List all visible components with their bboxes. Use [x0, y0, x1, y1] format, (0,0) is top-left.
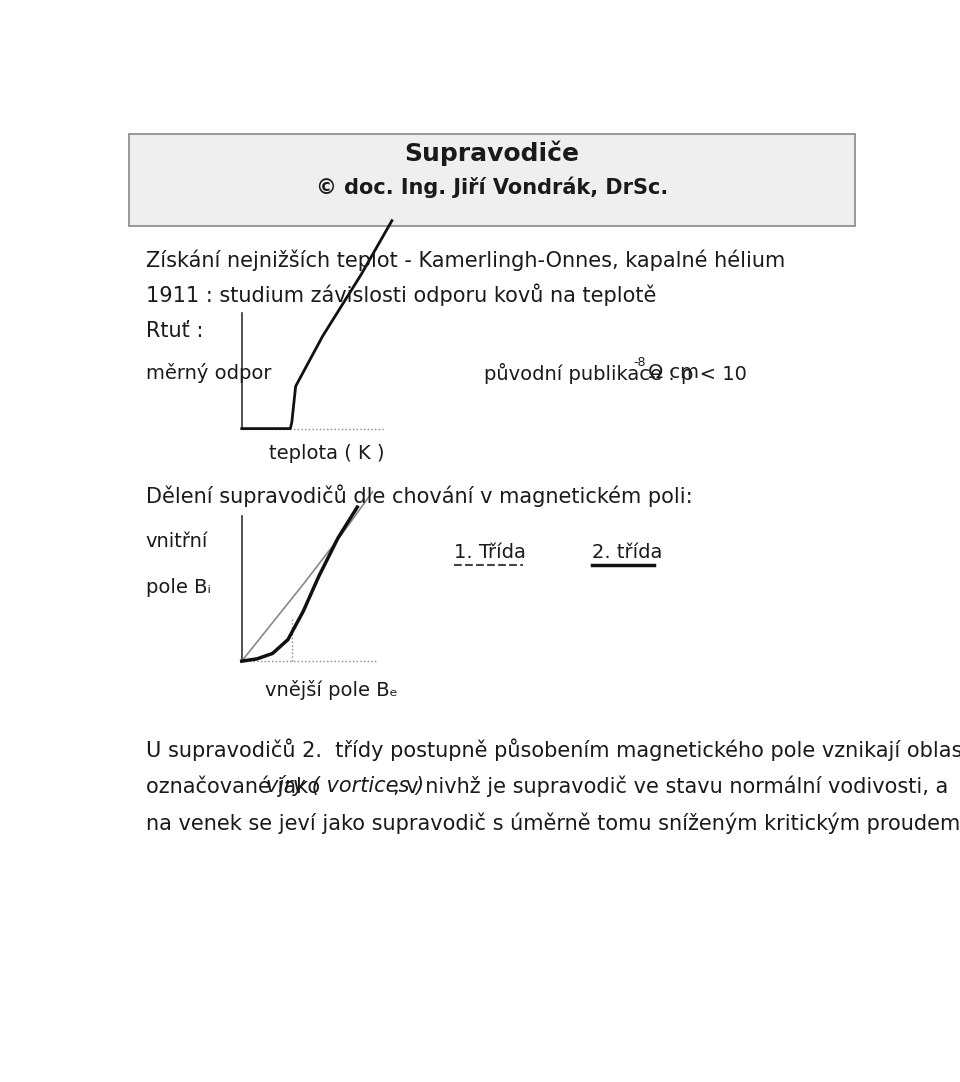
- Text: původní publikace : ρ < 10: původní publikace : ρ < 10: [484, 364, 747, 384]
- Text: označované jako: označované jako: [146, 775, 326, 796]
- Text: vnější pole Bₑ: vnější pole Bₑ: [265, 681, 397, 700]
- Text: Dělení supravodičů dle chování v magnetickém poli:: Dělení supravodičů dle chování v magneti…: [146, 484, 692, 506]
- Text: Získání nejnižších teplot - Kamerlingh-Onnes, kapalné hélium: Získání nejnižších teplot - Kamerlingh-O…: [146, 249, 784, 270]
- Text: na venek se jeví jako supravodič s úměrně tomu sníženým kritickým proudem.: na venek se jeví jako supravodič s úměrn…: [146, 813, 960, 833]
- Text: Supravodiče: Supravodiče: [404, 141, 580, 167]
- Text: pole Bᵢ: pole Bᵢ: [146, 578, 210, 597]
- Text: víry ( vortices ): víry ( vortices ): [266, 775, 424, 796]
- Text: teplota ( K ): teplota ( K ): [269, 444, 384, 463]
- Text: 1911 : studium závislosti odporu kovů na teplotě: 1911 : studium závislosti odporu kovů na…: [146, 283, 656, 306]
- Text: 2. třída: 2. třída: [592, 543, 662, 563]
- Text: Ω cm: Ω cm: [642, 364, 699, 382]
- FancyBboxPatch shape: [129, 134, 855, 226]
- Text: , v nivhž je supravodič ve stavu normální vodivosti, a: , v nivhž je supravodič ve stavu normáln…: [394, 775, 948, 796]
- Text: -8: -8: [633, 356, 645, 369]
- Text: 1. Třída: 1. Třída: [453, 543, 525, 563]
- Text: U supravodičů 2.  třídy postupně působením magnetického pole vznikají oblasti,: U supravodičů 2. třídy postupně působení…: [146, 738, 960, 761]
- Text: vnitřní: vnitřní: [146, 531, 208, 551]
- Text: © doc. Ing. Jiří Vondrák, DrSc.: © doc. Ing. Jiří Vondrák, DrSc.: [316, 176, 668, 198]
- Text: Rtuť :: Rtuť :: [146, 320, 203, 341]
- Text: měrný odpor: měrný odpor: [146, 364, 271, 383]
